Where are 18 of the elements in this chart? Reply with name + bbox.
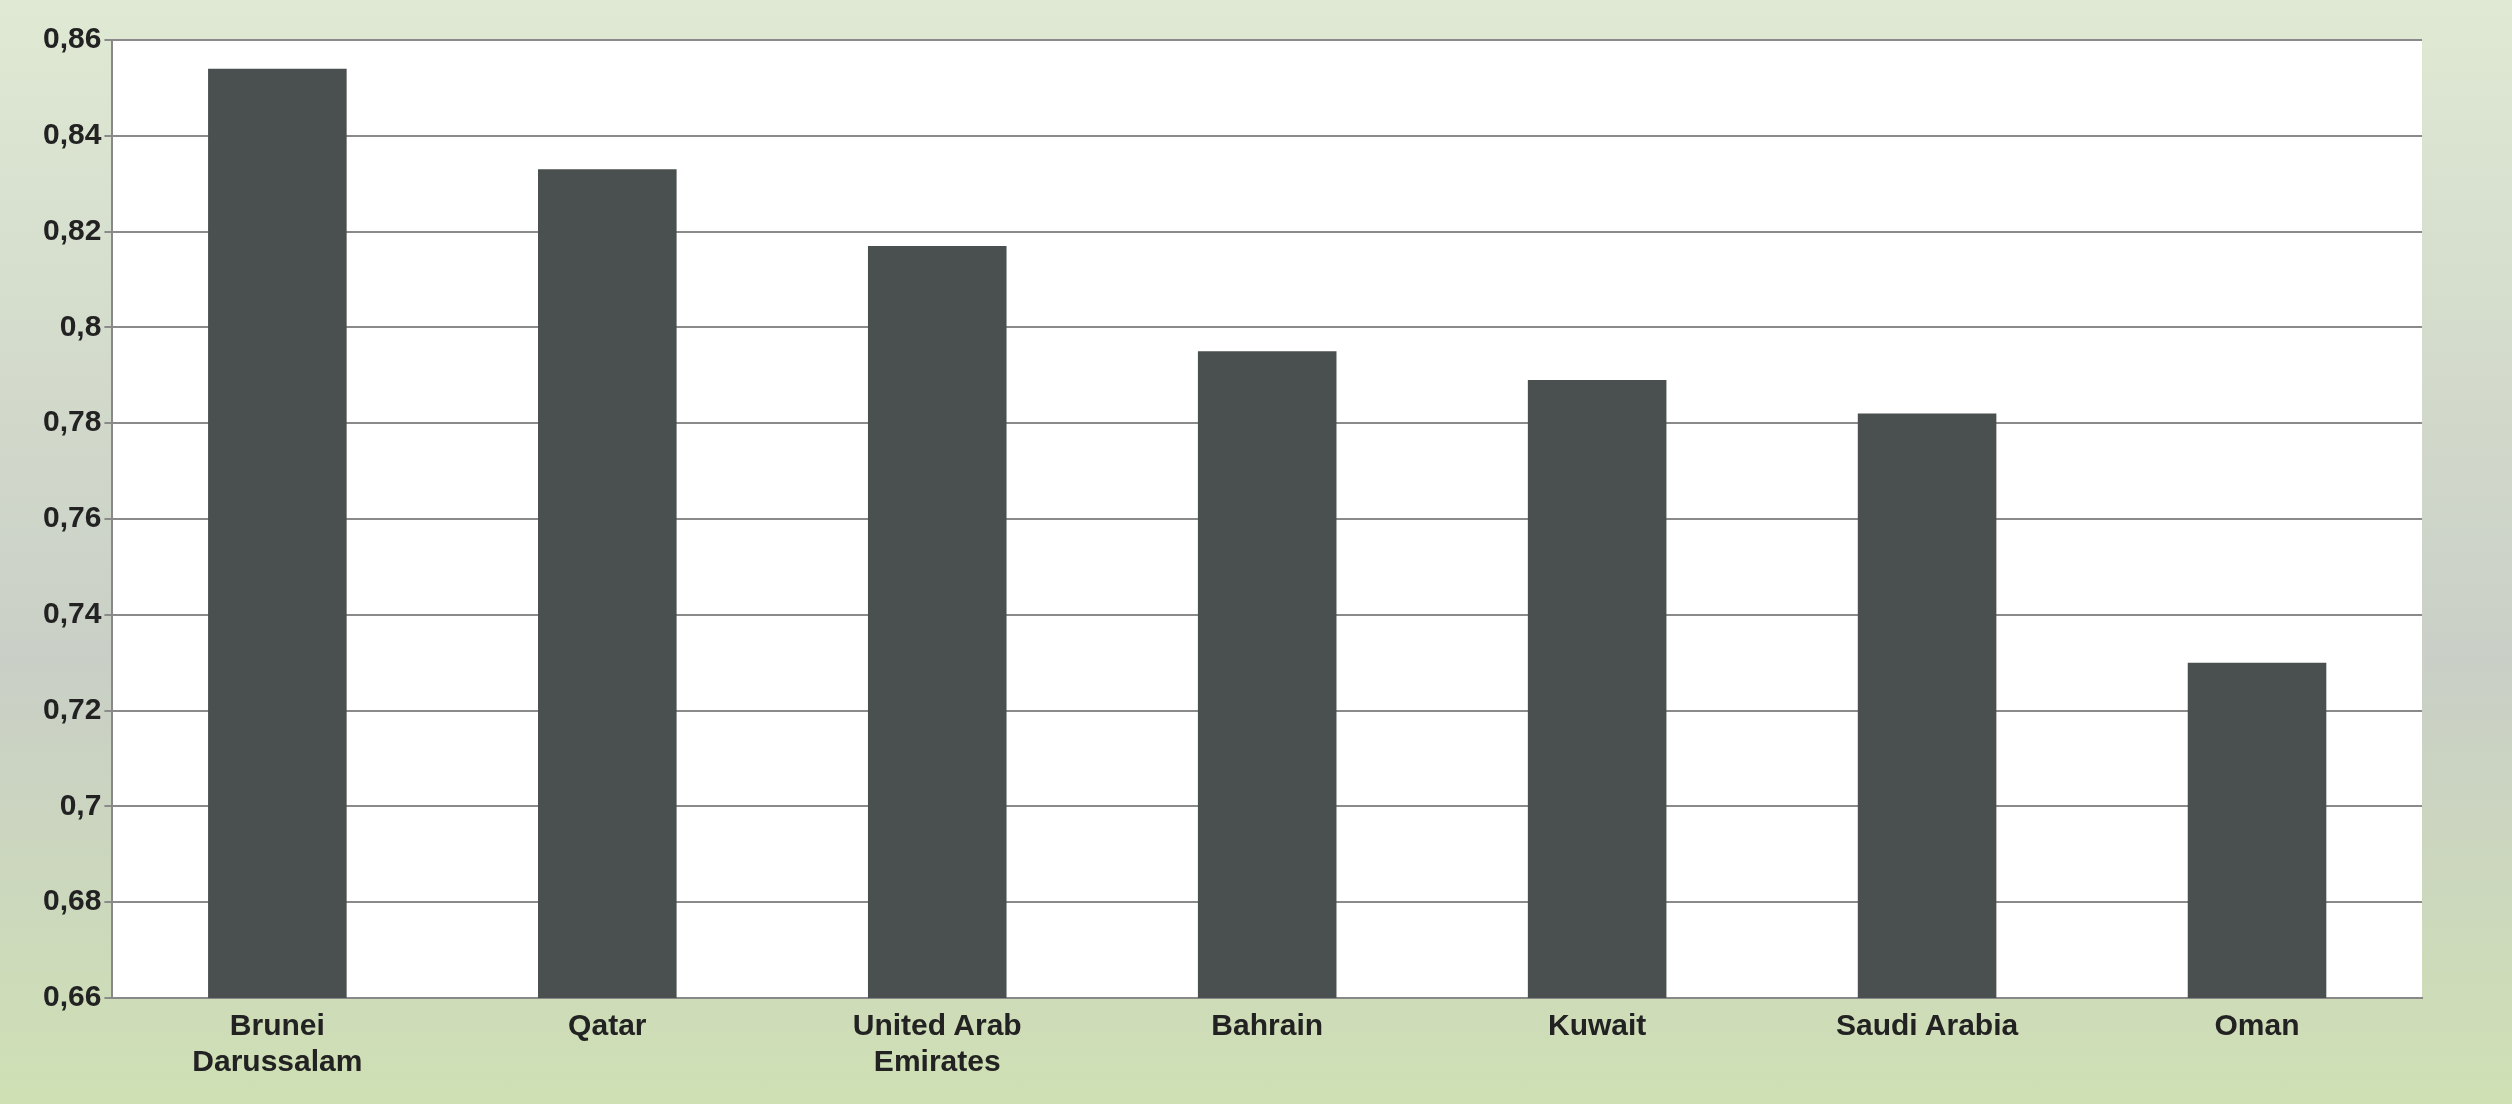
y-tick-label: 0,86 (43, 21, 102, 55)
y-tick-label: 0,8 (59, 308, 102, 342)
y-tick-label: 0,74 (43, 596, 102, 630)
y-tick-label: 0,78 (43, 404, 102, 438)
x-tick-label: Saudi Arabia (1835, 1008, 2019, 1042)
x-tick-label: Brunei Darussalam (192, 1008, 363, 1078)
y-tick-label: 0,82 (43, 212, 102, 246)
x-tick-label: United Arab Emirates (852, 1008, 1022, 1078)
y-tick-label: 0,66 (43, 979, 102, 1013)
y-tick-label: 0,7 (59, 787, 102, 821)
x-tick-label: Oman (2214, 1008, 2300, 1042)
x-tick-label: Kuwait (1547, 1008, 1647, 1042)
y-tick-label: 0,84 (43, 117, 102, 151)
y-tick-label: 0,76 (43, 500, 102, 534)
y-tick-label: 0,72 (43, 691, 102, 725)
x-tick-label: Qatar (568, 1008, 647, 1042)
x-tick-label: Bahrain (1211, 1008, 1324, 1042)
y-tick-label: 0,68 (43, 883, 102, 917)
